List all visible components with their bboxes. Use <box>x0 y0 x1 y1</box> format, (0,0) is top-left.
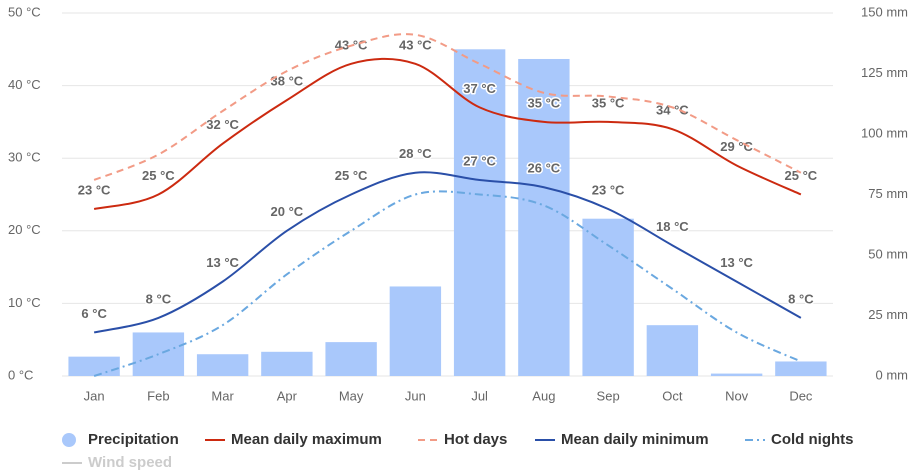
bar <box>710 373 763 376</box>
line <box>93 57 802 210</box>
data-label: 35 °C <box>592 95 625 110</box>
data-label: 29 °C <box>720 139 753 154</box>
data-label: 8 °C <box>146 291 172 306</box>
data-label: 13 °C <box>206 255 239 270</box>
y2-tick-label: 100 mm <box>861 125 908 140</box>
y2-tick-label: 75 mm <box>868 186 908 201</box>
legend-label[interactable]: Hot days <box>444 431 507 448</box>
data-label: 34 °C <box>656 103 689 118</box>
bar <box>582 218 634 376</box>
x-tick-label: Oct <box>662 388 683 403</box>
y2-tick-label: 150 mm <box>861 4 908 19</box>
y-tick-label: 10 °C <box>8 295 41 310</box>
data-label: 25 °C <box>335 168 368 183</box>
x-tick-label: Aug <box>532 388 555 403</box>
y-tick-label: 40 °C <box>8 77 41 92</box>
data-label: 28 °C <box>399 146 432 161</box>
data-label: 23 °C <box>592 182 625 197</box>
data-label: 13 °C <box>720 255 753 270</box>
data-label: 32 °C <box>206 117 239 132</box>
y-tick-label: 50 °C <box>8 4 41 19</box>
bar <box>453 49 506 377</box>
legend-label[interactable]: Wind speed <box>88 454 172 471</box>
y2-tick-label: 50 mm <box>868 246 908 261</box>
x-tick-label: Dec <box>789 388 813 403</box>
bar <box>196 354 249 376</box>
x-tick-label: Mar <box>211 388 234 403</box>
x-tick-label: May <box>339 388 364 403</box>
data-label: 6 °C <box>81 306 107 321</box>
data-label: 27 °C <box>463 153 496 168</box>
y2-tick-label: 125 mm <box>861 65 908 80</box>
legend-label[interactable]: Precipitation <box>88 431 179 448</box>
line <box>93 190 802 377</box>
x-tick-label: Feb <box>147 388 169 403</box>
bar <box>646 325 699 376</box>
x-tick-label: Sep <box>597 388 620 403</box>
legend-label[interactable]: Mean daily minimum <box>561 431 709 448</box>
x-tick-label: Jun <box>405 388 426 403</box>
y-tick-label: 30 °C <box>8 150 41 165</box>
x-tick-label: Jul <box>471 388 488 403</box>
legend-label[interactable]: Mean daily maximum <box>231 431 382 448</box>
x-tick-label: Jan <box>84 388 105 403</box>
line <box>93 171 802 334</box>
data-label: 25 °C <box>142 168 175 183</box>
data-label: 25 °C <box>785 168 818 183</box>
bar <box>325 342 377 376</box>
data-label: 20 °C <box>271 204 304 219</box>
data-label: 35 °C <box>528 95 561 110</box>
bar <box>68 356 120 376</box>
y-tick-label: 20 °C <box>8 222 41 237</box>
bar <box>389 286 442 376</box>
y2-tick-label: 25 mm <box>868 307 908 322</box>
data-label: 18 °C <box>656 219 689 234</box>
legend-symbol[interactable] <box>62 433 76 447</box>
data-label: 8 °C <box>788 291 814 306</box>
bar <box>261 351 313 376</box>
data-label: 37 °C <box>463 81 496 96</box>
y-tick-label: 0 °C <box>8 367 33 382</box>
data-label: 26 °C <box>528 161 561 176</box>
x-tick-label: Nov <box>725 388 749 403</box>
data-label: 43 °C <box>399 37 432 52</box>
y2-tick-label: 0 mm <box>876 367 909 382</box>
legend-label[interactable]: Cold nights <box>771 431 854 448</box>
data-label: 38 °C <box>271 74 304 89</box>
data-label: 23 °C <box>78 182 111 197</box>
bar <box>775 361 827 376</box>
bar <box>518 58 570 376</box>
x-tick-label: Apr <box>277 388 298 403</box>
